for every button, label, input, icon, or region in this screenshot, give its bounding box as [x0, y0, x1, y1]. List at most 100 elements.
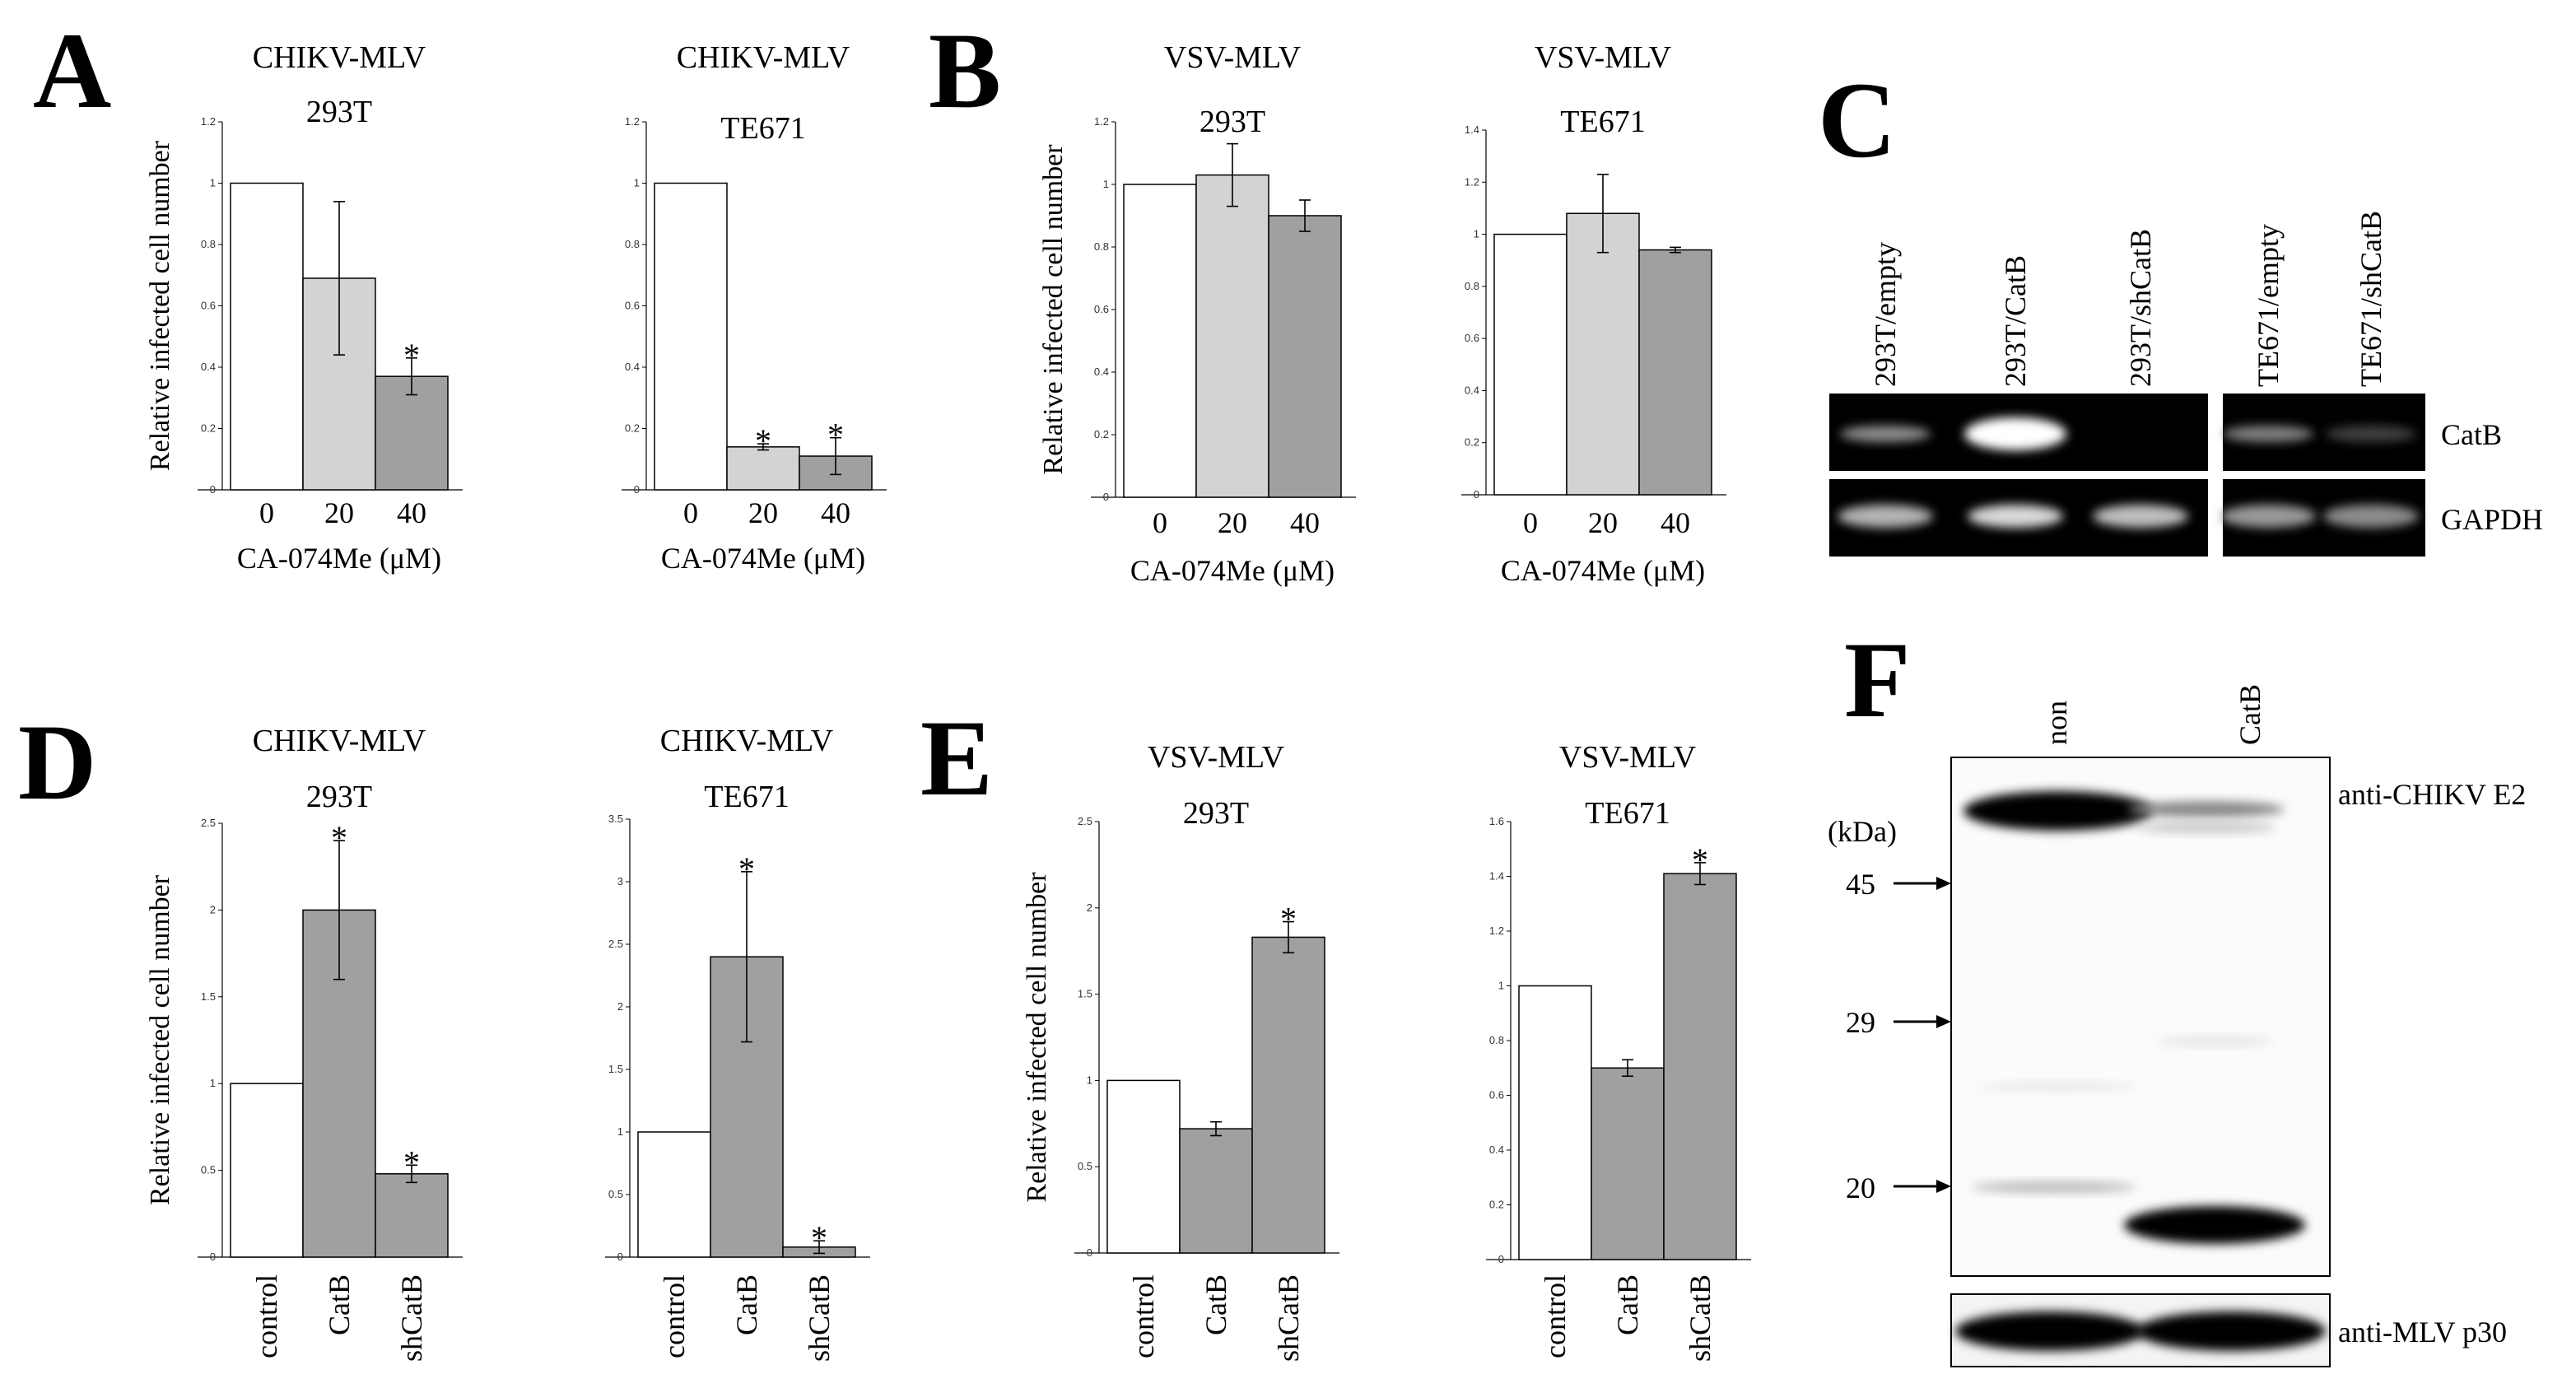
x-axis-label: CA-074Me (μM) [1501, 554, 1705, 587]
category-label-2: 40 [397, 496, 426, 529]
arrow-20 [1894, 1180, 1951, 1193]
arrow-29 [1894, 1015, 1951, 1028]
bar-1 [1591, 1067, 1665, 1260]
y-tick-label: 3.5 [608, 813, 623, 825]
band-faint-non [1980, 1083, 2136, 1091]
significance-star-2: * [1692, 841, 1708, 878]
gel-lane-label-3: TE671/empty [2252, 224, 2285, 387]
y-tick-label: 1 [634, 177, 640, 189]
arrow-45 [1894, 877, 1951, 890]
band-e2-non [1963, 791, 2153, 831]
y-tick-label: 3 [617, 875, 623, 887]
x-axis-label: CA-074Me (μM) [661, 542, 865, 575]
y-tick-label: 1 [1498, 980, 1504, 992]
chart-vsv-293t-drug: VSV-MLV 293T 0 0.2 0.4 0.6 0.8 1 1.2 Relative inf… [1038, 40, 1356, 587]
band-e2-catb-lower [2136, 822, 2276, 833]
y-tick-label: 1.2 [625, 115, 640, 128]
chart-subtitle: TE671 [704, 780, 789, 814]
category-label-0: control [658, 1274, 691, 1358]
gel-band-catb-0 [1840, 426, 1931, 442]
significance-star-2: * [403, 1143, 420, 1181]
gel-band-catb-3 [2223, 426, 2313, 442]
y-tick-label: 1 [1087, 1074, 1092, 1086]
panel-label-f: F [1844, 619, 1911, 740]
y-tick-label: 0 [210, 483, 216, 496]
rt-pcr-gel: 293T/empty 293T/CatB 293T/shCatB TE671/empt… [1829, 211, 2543, 557]
y-tick-label: 0 [1474, 488, 1479, 501]
y-tick-label: 0.6 [1465, 332, 1479, 344]
bar-1 [1179, 1128, 1253, 1254]
y-tick-label: 0 [210, 1251, 216, 1263]
category-label-2: shCatB [395, 1274, 428, 1362]
gel-band-gapdh-0 [1838, 505, 1933, 528]
bar-0 [1518, 985, 1592, 1260]
bar-1 [1566, 212, 1640, 496]
category-label-0: control [1127, 1274, 1160, 1358]
blot-label-p30: anti-MLV p30 [2338, 1316, 2507, 1348]
category-label-2: 40 [821, 496, 850, 529]
y-tick-label: 0.8 [625, 238, 640, 250]
y-tick-label: 2 [210, 903, 216, 915]
category-label-0: 0 [1523, 506, 1538, 539]
y-tick-label: 0.4 [1465, 384, 1479, 396]
y-axis-label: Relative infected cell number [145, 874, 175, 1205]
gel-band-gapdh-2 [2093, 505, 2188, 528]
bar-1 [1195, 174, 1269, 498]
gel-row-label-gapdh: GAPDH [2441, 503, 2543, 536]
y-tick-label: 0.2 [1489, 1199, 1504, 1211]
chart-subtitle: 293T [306, 95, 372, 129]
bar-0 [654, 182, 728, 491]
significance-star-2: * [811, 1219, 827, 1256]
chart-title: CHIKV-MLV [677, 40, 850, 75]
y-tick-label: 0.4 [625, 361, 640, 373]
bar-0 [1106, 1079, 1181, 1254]
chart-chikv-293t-catb: CHIKV-MLV 293T 0 0.5 1 1.5 2 2.5 Relative infect… [145, 724, 463, 1362]
y-tick-label: 0.2 [625, 422, 640, 435]
y-tick-label: 0.6 [1094, 303, 1109, 315]
chart-subtitle: TE671 [1585, 796, 1670, 831]
y-tick-label: 1 [617, 1125, 623, 1138]
blot-lane-catb: CatB [2234, 684, 2266, 745]
bar-0 [230, 182, 304, 491]
gel-lane-label-2: 293T/shCatB [2124, 229, 2157, 387]
chart-title: VSV-MLV [1535, 40, 1672, 75]
blot-marker-20: 20 [1846, 1171, 1875, 1204]
category-label-1: 20 [748, 496, 778, 529]
panel-label-a: A [33, 10, 111, 131]
chart-title: VSV-MLV [1164, 40, 1302, 75]
y-tick-label: 1 [1103, 178, 1109, 190]
chart-subtitle: TE671 [720, 111, 805, 146]
y-tick-label: 2.5 [608, 938, 623, 950]
category-label-1: CatB [1199, 1274, 1232, 1335]
x-axis-label: CA-074Me (μM) [1130, 554, 1335, 587]
bar-2 [1251, 936, 1325, 1254]
chart-title: CHIKV-MLV [660, 724, 834, 758]
category-label-1: 20 [1588, 506, 1618, 539]
panel-label-e: E [920, 697, 993, 818]
bar-1 [726, 446, 800, 491]
bar-2 [1638, 249, 1712, 496]
bar-2 [375, 1173, 449, 1258]
gel-lane-label-4: TE671/shCatB [2355, 211, 2387, 387]
category-label-1: 20 [1218, 506, 1247, 539]
chart-subtitle: TE671 [1560, 105, 1645, 139]
blot-marker-29: 29 [1846, 1006, 1875, 1039]
y-tick-label: 2.5 [201, 817, 216, 829]
category-label-0: 0 [1153, 506, 1167, 539]
y-tick-label: 0.4 [1094, 366, 1109, 378]
western-blot: non CatB (kDa) 45 29 20 anti-CHIKV E2 an… [1828, 684, 2526, 1367]
y-tick-label: 1 [210, 177, 216, 189]
category-label-1: CatB [323, 1274, 356, 1335]
y-tick-label: 0.8 [1465, 280, 1479, 292]
category-label-2: 40 [1661, 506, 1690, 539]
y-tick-label: 0.5 [201, 1164, 216, 1176]
chart-subtitle: 293T [306, 780, 372, 814]
y-tick-label: 0 [617, 1251, 623, 1263]
y-axis-label: Relative infected cell number [145, 140, 175, 471]
chart-chikv-te671-drug: CHIKV-MLV TE671 0 0.2 0.4 0.6 0.8 1 1.2 0 * 20 * 40 CA… [622, 40, 887, 575]
chart-chikv-te671-catb: CHIKV-MLV TE671 0 0.5 1 1.5 2 2.5 3 3.5 control * Ca… [605, 724, 870, 1362]
y-tick-label: 0.2 [1465, 436, 1479, 449]
y-tick-label: 1 [210, 1077, 216, 1089]
bar-0 [1493, 233, 1567, 496]
chart-title: CHIKV-MLV [253, 724, 426, 758]
